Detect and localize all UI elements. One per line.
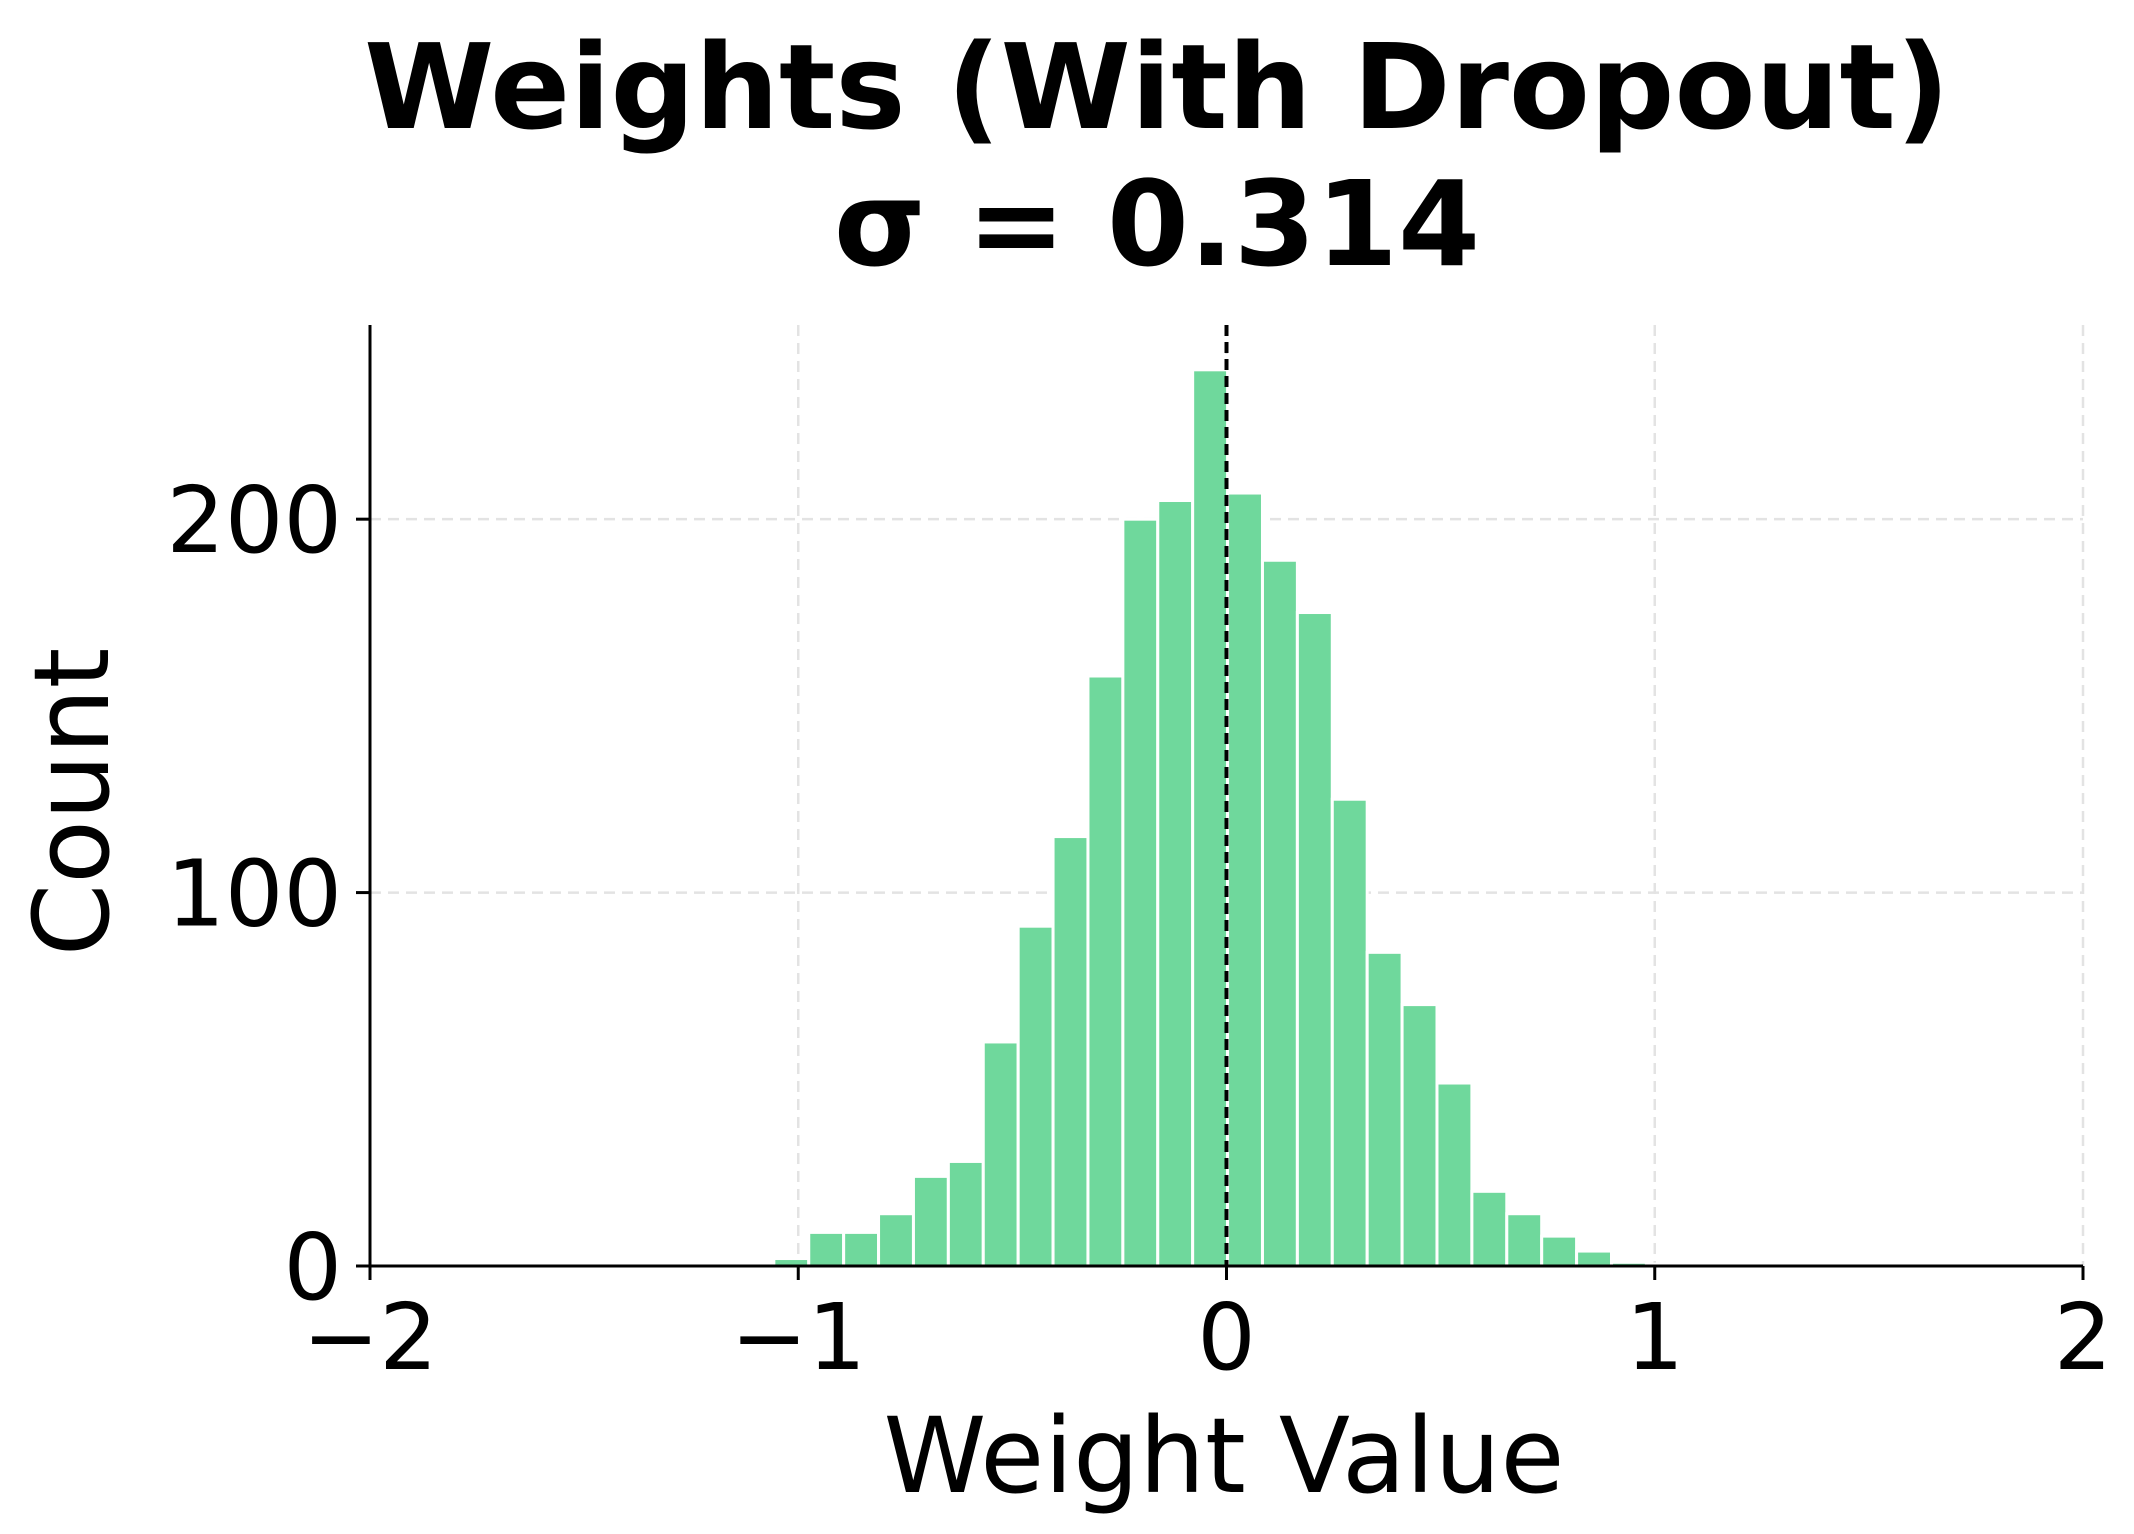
histogram-bar-6 — [911, 1174, 950, 1268]
histogram-bar-17 — [1295, 611, 1334, 1268]
histogram-bar-25 — [1575, 1249, 1613, 1268]
histogram-bar-21 — [1435, 1081, 1474, 1268]
x-tick-label-3: 1 — [1625, 1284, 1684, 1391]
histogram-bar-14 — [1191, 368, 1230, 1268]
y-axis-ticks: 0 100 200 — [166, 467, 370, 1321]
x-axis-label: Weight Value — [884, 1395, 1565, 1517]
x-tick-label-1: −1 — [730, 1284, 866, 1391]
histogram-bar-8 — [981, 1040, 1020, 1268]
histogram-bar-22 — [1470, 1189, 1509, 1268]
histogram-bar-9 — [1016, 924, 1055, 1268]
y-tick-label-2: 200 — [166, 467, 342, 574]
histogram-bar-3 — [807, 1230, 846, 1268]
x-tick-label-4: 2 — [2054, 1284, 2113, 1391]
histogram-bar-18 — [1330, 797, 1369, 1268]
histogram-bar-13 — [1156, 499, 1195, 1268]
histogram-bar-4 — [842, 1230, 881, 1268]
histogram-bar-16 — [1260, 558, 1299, 1268]
histogram-bar-10 — [1051, 835, 1090, 1268]
y-tick-label-0: 0 — [283, 1214, 342, 1321]
y-tick-label-1: 100 — [166, 841, 342, 948]
histogram-bar-20 — [1400, 1003, 1439, 1268]
histogram-bar-5 — [877, 1212, 915, 1268]
x-tick-label-0: −2 — [302, 1284, 438, 1391]
histogram-bar-19 — [1365, 950, 1404, 1268]
histogram-bar-11 — [1086, 674, 1125, 1268]
x-tick-label-2: 0 — [1197, 1284, 1256, 1391]
histogram-bar-23 — [1505, 1212, 1544, 1268]
histogram-bars — [702, 368, 1859, 1268]
histogram-bar-12 — [1121, 517, 1160, 1268]
chart-subtitle: σ = 0.314 — [834, 155, 1480, 293]
chart-title: Weights (With Dropout) — [364, 18, 1950, 156]
x-axis-ticks: −2 −1 0 1 2 — [302, 1266, 2112, 1391]
y-axis-label: Count — [11, 648, 133, 957]
histogram-bar-15 — [1226, 491, 1264, 1268]
histogram-bar-7 — [946, 1159, 985, 1268]
histogram-bar-24 — [1540, 1234, 1579, 1268]
